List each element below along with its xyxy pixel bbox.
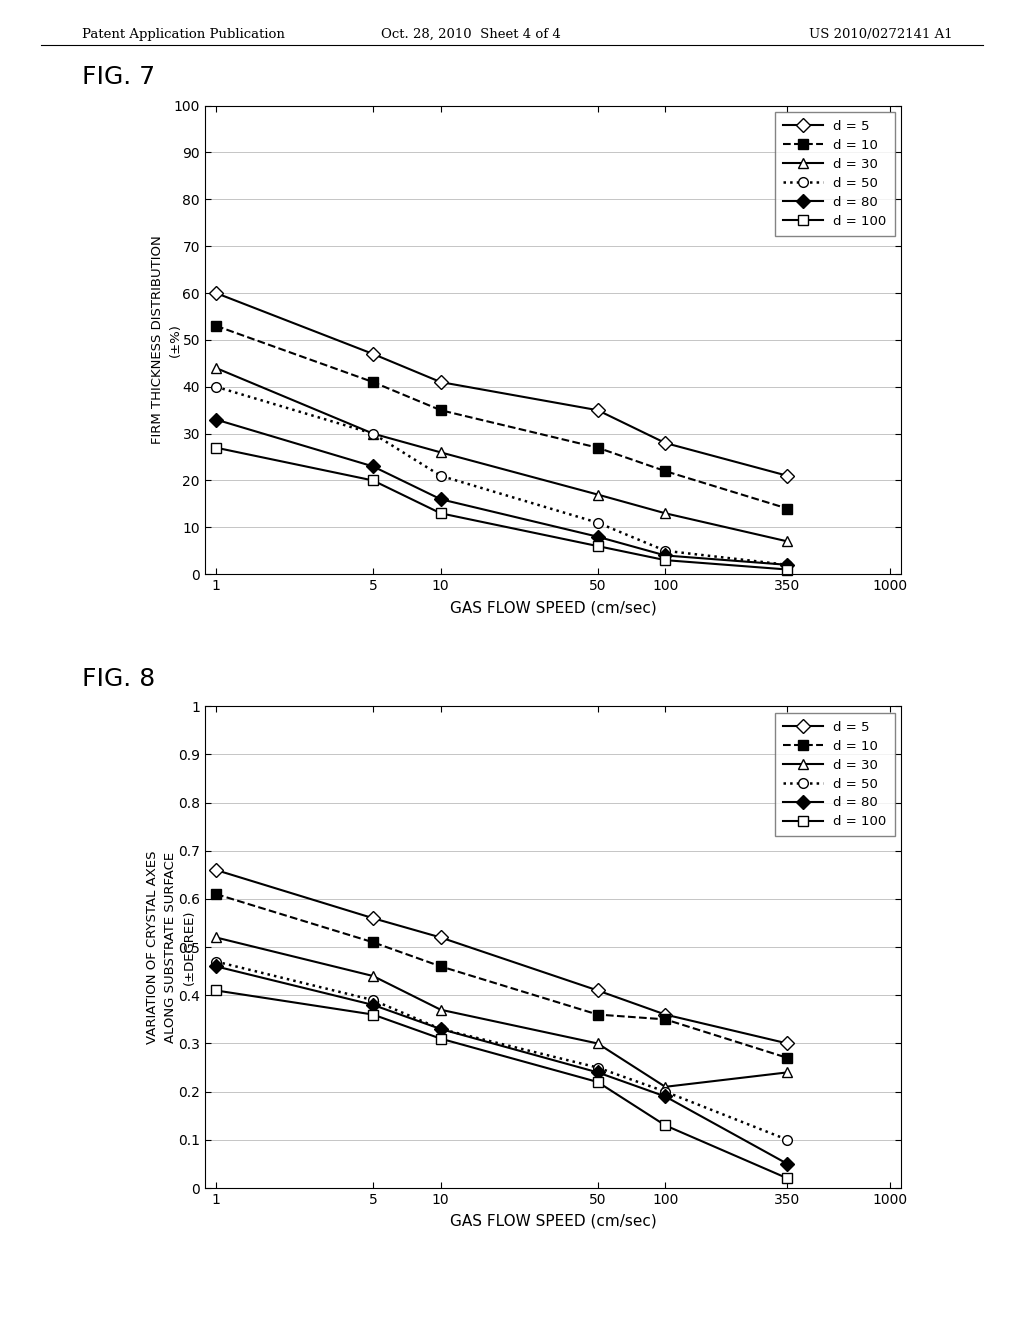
d = 80 xyxy=(781,1156,794,1172)
d = 80 xyxy=(659,1089,672,1105)
d = 10 xyxy=(434,958,446,974)
d = 50 xyxy=(659,543,672,558)
d = 10 xyxy=(210,318,222,334)
d = 100 xyxy=(659,552,672,568)
d = 10 xyxy=(210,886,222,902)
d = 100 xyxy=(367,473,379,488)
d = 5 xyxy=(781,467,794,483)
d = 50 xyxy=(781,1131,794,1147)
d = 80 xyxy=(434,1022,446,1038)
Line: d = 100: d = 100 xyxy=(211,442,793,574)
d = 5 xyxy=(592,982,604,998)
d = 10 xyxy=(592,440,604,455)
d = 30 xyxy=(434,1002,446,1018)
Line: d = 5: d = 5 xyxy=(211,288,793,480)
Line: d = 50: d = 50 xyxy=(211,957,793,1144)
Line: d = 5: d = 5 xyxy=(211,865,793,1048)
d = 10 xyxy=(659,463,672,479)
d = 50 xyxy=(367,426,379,442)
Y-axis label: VARIATION OF CRYSTAL AXES
ALONG SUBSTRATE SURFACE
(±DEGREE): VARIATION OF CRYSTAL AXES ALONG SUBSTRAT… xyxy=(146,850,196,1044)
d = 5 xyxy=(781,1035,794,1051)
d = 100 xyxy=(781,561,794,577)
d = 30 xyxy=(659,506,672,521)
X-axis label: GAS FLOW SPEED (cm/sec): GAS FLOW SPEED (cm/sec) xyxy=(450,1214,656,1229)
d = 100 xyxy=(210,440,222,455)
d = 50 xyxy=(210,379,222,395)
Line: d = 30: d = 30 xyxy=(211,363,793,546)
d = 30 xyxy=(210,929,222,945)
d = 100 xyxy=(592,1074,604,1090)
d = 10 xyxy=(781,1049,794,1065)
d = 5 xyxy=(659,1007,672,1023)
d = 10 xyxy=(592,1007,604,1023)
d = 10 xyxy=(434,403,446,418)
d = 30 xyxy=(367,426,379,442)
d = 30 xyxy=(434,445,446,461)
d = 5 xyxy=(592,403,604,418)
d = 10 xyxy=(781,500,794,516)
d = 100 xyxy=(659,1118,672,1134)
d = 30 xyxy=(592,1035,604,1051)
d = 30 xyxy=(367,968,379,983)
d = 50 xyxy=(434,467,446,483)
d = 5 xyxy=(434,929,446,945)
d = 30 xyxy=(781,1064,794,1080)
d = 100 xyxy=(434,1031,446,1047)
Line: d = 100: d = 100 xyxy=(211,986,793,1183)
Line: d = 10: d = 10 xyxy=(211,890,793,1063)
d = 10 xyxy=(367,374,379,389)
d = 5 xyxy=(367,346,379,362)
X-axis label: GAS FLOW SPEED (cm/sec): GAS FLOW SPEED (cm/sec) xyxy=(450,601,656,615)
d = 5 xyxy=(210,285,222,301)
Y-axis label: FIRM THICKNESS DISTRIBUTION
(±%): FIRM THICKNESS DISTRIBUTION (±%) xyxy=(152,235,182,445)
Legend: d = 5, d = 10, d = 30, d = 50, d = 80, d = 100: d = 5, d = 10, d = 30, d = 50, d = 80, d… xyxy=(775,713,895,837)
Text: FIG. 7: FIG. 7 xyxy=(82,65,155,88)
d = 100 xyxy=(210,982,222,998)
d = 50 xyxy=(592,1060,604,1076)
d = 80 xyxy=(781,557,794,573)
d = 50 xyxy=(434,1022,446,1038)
d = 80 xyxy=(592,1064,604,1080)
Text: US 2010/0272141 A1: US 2010/0272141 A1 xyxy=(809,28,952,41)
d = 50 xyxy=(659,1084,672,1100)
d = 100 xyxy=(367,1007,379,1023)
d = 80 xyxy=(592,529,604,545)
d = 100 xyxy=(434,506,446,521)
d = 10 xyxy=(367,935,379,950)
d = 50 xyxy=(210,953,222,969)
d = 100 xyxy=(592,539,604,554)
d = 30 xyxy=(659,1078,672,1094)
d = 10 xyxy=(659,1011,672,1027)
d = 80 xyxy=(210,958,222,974)
d = 5 xyxy=(659,436,672,451)
d = 30 xyxy=(781,533,794,549)
d = 100 xyxy=(781,1171,794,1187)
d = 5 xyxy=(434,374,446,389)
d = 80 xyxy=(659,548,672,564)
d = 50 xyxy=(367,993,379,1008)
d = 30 xyxy=(592,487,604,503)
Line: d = 30: d = 30 xyxy=(211,933,793,1092)
d = 30 xyxy=(210,360,222,376)
Line: d = 80: d = 80 xyxy=(211,961,793,1168)
d = 80 xyxy=(210,412,222,428)
d = 50 xyxy=(781,557,794,573)
Text: Patent Application Publication: Patent Application Publication xyxy=(82,28,285,41)
Text: FIG. 8: FIG. 8 xyxy=(82,667,156,690)
Line: d = 50: d = 50 xyxy=(211,381,793,570)
d = 80 xyxy=(367,997,379,1012)
Line: d = 10: d = 10 xyxy=(211,321,793,513)
Line: d = 80: d = 80 xyxy=(211,414,793,570)
Text: Oct. 28, 2010  Sheet 4 of 4: Oct. 28, 2010 Sheet 4 of 4 xyxy=(381,28,561,41)
d = 5 xyxy=(210,862,222,878)
Legend: d = 5, d = 10, d = 30, d = 50, d = 80, d = 100: d = 5, d = 10, d = 30, d = 50, d = 80, d… xyxy=(775,112,895,236)
d = 80 xyxy=(367,458,379,474)
d = 80 xyxy=(434,491,446,507)
d = 50 xyxy=(592,515,604,531)
d = 5 xyxy=(367,911,379,927)
